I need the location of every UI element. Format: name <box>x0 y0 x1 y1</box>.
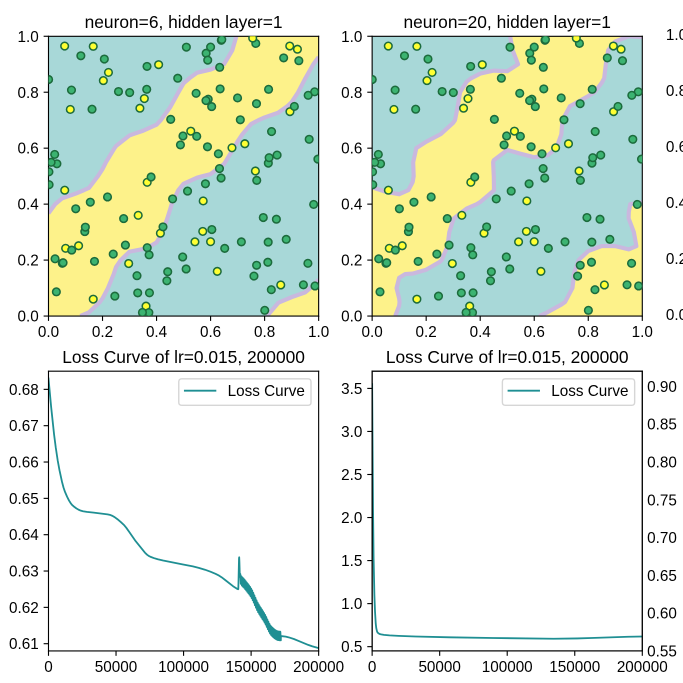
svg-text:1.0: 1.0 <box>18 29 39 46</box>
svg-text:0.66: 0.66 <box>9 455 39 472</box>
svg-text:0.0: 0.0 <box>666 307 683 324</box>
svg-text:0.0: 0.0 <box>362 324 383 341</box>
svg-text:0.6: 0.6 <box>524 324 545 341</box>
svg-text:Loss Curve of lr=0.015, 200000: Loss Curve of lr=0.015, 200000 <box>386 347 629 367</box>
svg-text:0.2: 0.2 <box>416 324 437 341</box>
svg-text:50000: 50000 <box>95 659 137 676</box>
svg-text:0.67: 0.67 <box>9 418 39 435</box>
svg-text:0.8: 0.8 <box>578 324 599 341</box>
svg-text:Loss Curve: Loss Curve <box>228 383 305 400</box>
svg-text:0.4: 0.4 <box>341 197 363 214</box>
svg-text:3.0: 3.0 <box>341 424 362 441</box>
svg-text:0.4: 0.4 <box>470 324 492 341</box>
svg-text:0.4: 0.4 <box>666 195 683 212</box>
svg-text:neuron=20, hidden layer=1: neuron=20, hidden layer=1 <box>403 12 611 32</box>
svg-text:150000: 150000 <box>549 659 600 676</box>
svg-text:0.62: 0.62 <box>9 600 39 617</box>
svg-text:0.2: 0.2 <box>18 253 39 270</box>
svg-text:0.6: 0.6 <box>200 324 221 341</box>
svg-text:0.4: 0.4 <box>146 324 168 341</box>
svg-text:1.0: 1.0 <box>308 324 329 341</box>
svg-text:1.5: 1.5 <box>341 553 362 570</box>
svg-text:0.8: 0.8 <box>666 83 683 100</box>
svg-text:1.0: 1.0 <box>666 27 683 44</box>
svg-text:200000: 200000 <box>293 659 344 676</box>
svg-text:0.65: 0.65 <box>9 491 39 508</box>
svg-text:0.2: 0.2 <box>341 253 362 270</box>
svg-text:0.6: 0.6 <box>666 139 683 156</box>
svg-text:Loss Curve: Loss Curve <box>551 383 628 400</box>
svg-text:0.6: 0.6 <box>18 141 39 158</box>
svg-text:0.55: 0.55 <box>647 644 677 661</box>
svg-text:Loss Curve of lr=0.015, 200000: Loss Curve of lr=0.015, 200000 <box>62 347 305 367</box>
svg-text:50000: 50000 <box>418 659 460 676</box>
svg-text:0.2: 0.2 <box>666 251 683 268</box>
svg-text:0.8: 0.8 <box>254 324 275 341</box>
svg-text:0.2: 0.2 <box>92 324 113 341</box>
svg-text:0.63: 0.63 <box>9 564 39 581</box>
svg-text:0.61: 0.61 <box>9 636 39 653</box>
svg-text:200000: 200000 <box>617 659 668 676</box>
svg-text:0.0: 0.0 <box>38 324 59 341</box>
svg-text:0.68: 0.68 <box>9 382 39 399</box>
svg-text:0.65: 0.65 <box>647 568 677 585</box>
svg-text:0.80: 0.80 <box>647 454 677 471</box>
svg-text:0: 0 <box>44 659 53 676</box>
svg-text:0.64: 0.64 <box>9 527 39 544</box>
svg-text:2.5: 2.5 <box>341 467 362 484</box>
svg-text:150000: 150000 <box>226 659 277 676</box>
svg-text:0.70: 0.70 <box>647 530 677 547</box>
svg-text:100000: 100000 <box>482 659 533 676</box>
svg-text:0.0: 0.0 <box>341 309 362 326</box>
svg-text:0.8: 0.8 <box>18 85 39 102</box>
svg-text:0.0: 0.0 <box>18 309 39 326</box>
svg-text:0.90: 0.90 <box>647 379 677 396</box>
svg-text:3.5: 3.5 <box>341 381 362 398</box>
svg-text:0.4: 0.4 <box>18 197 40 214</box>
svg-text:0.85: 0.85 <box>647 417 677 434</box>
svg-text:0.5: 0.5 <box>341 639 362 656</box>
svg-text:neuron=6, hidden layer=1: neuron=6, hidden layer=1 <box>85 12 283 32</box>
svg-text:0: 0 <box>368 659 377 676</box>
svg-text:0.6: 0.6 <box>341 141 362 158</box>
svg-text:0.75: 0.75 <box>647 492 677 509</box>
svg-text:0.8: 0.8 <box>341 85 362 102</box>
svg-text:0.60: 0.60 <box>647 606 677 623</box>
svg-text:1.0: 1.0 <box>341 29 362 46</box>
svg-text:1.0: 1.0 <box>341 596 362 613</box>
svg-text:100000: 100000 <box>158 659 209 676</box>
svg-text:2.0: 2.0 <box>341 510 362 527</box>
svg-text:1.0: 1.0 <box>632 324 653 341</box>
